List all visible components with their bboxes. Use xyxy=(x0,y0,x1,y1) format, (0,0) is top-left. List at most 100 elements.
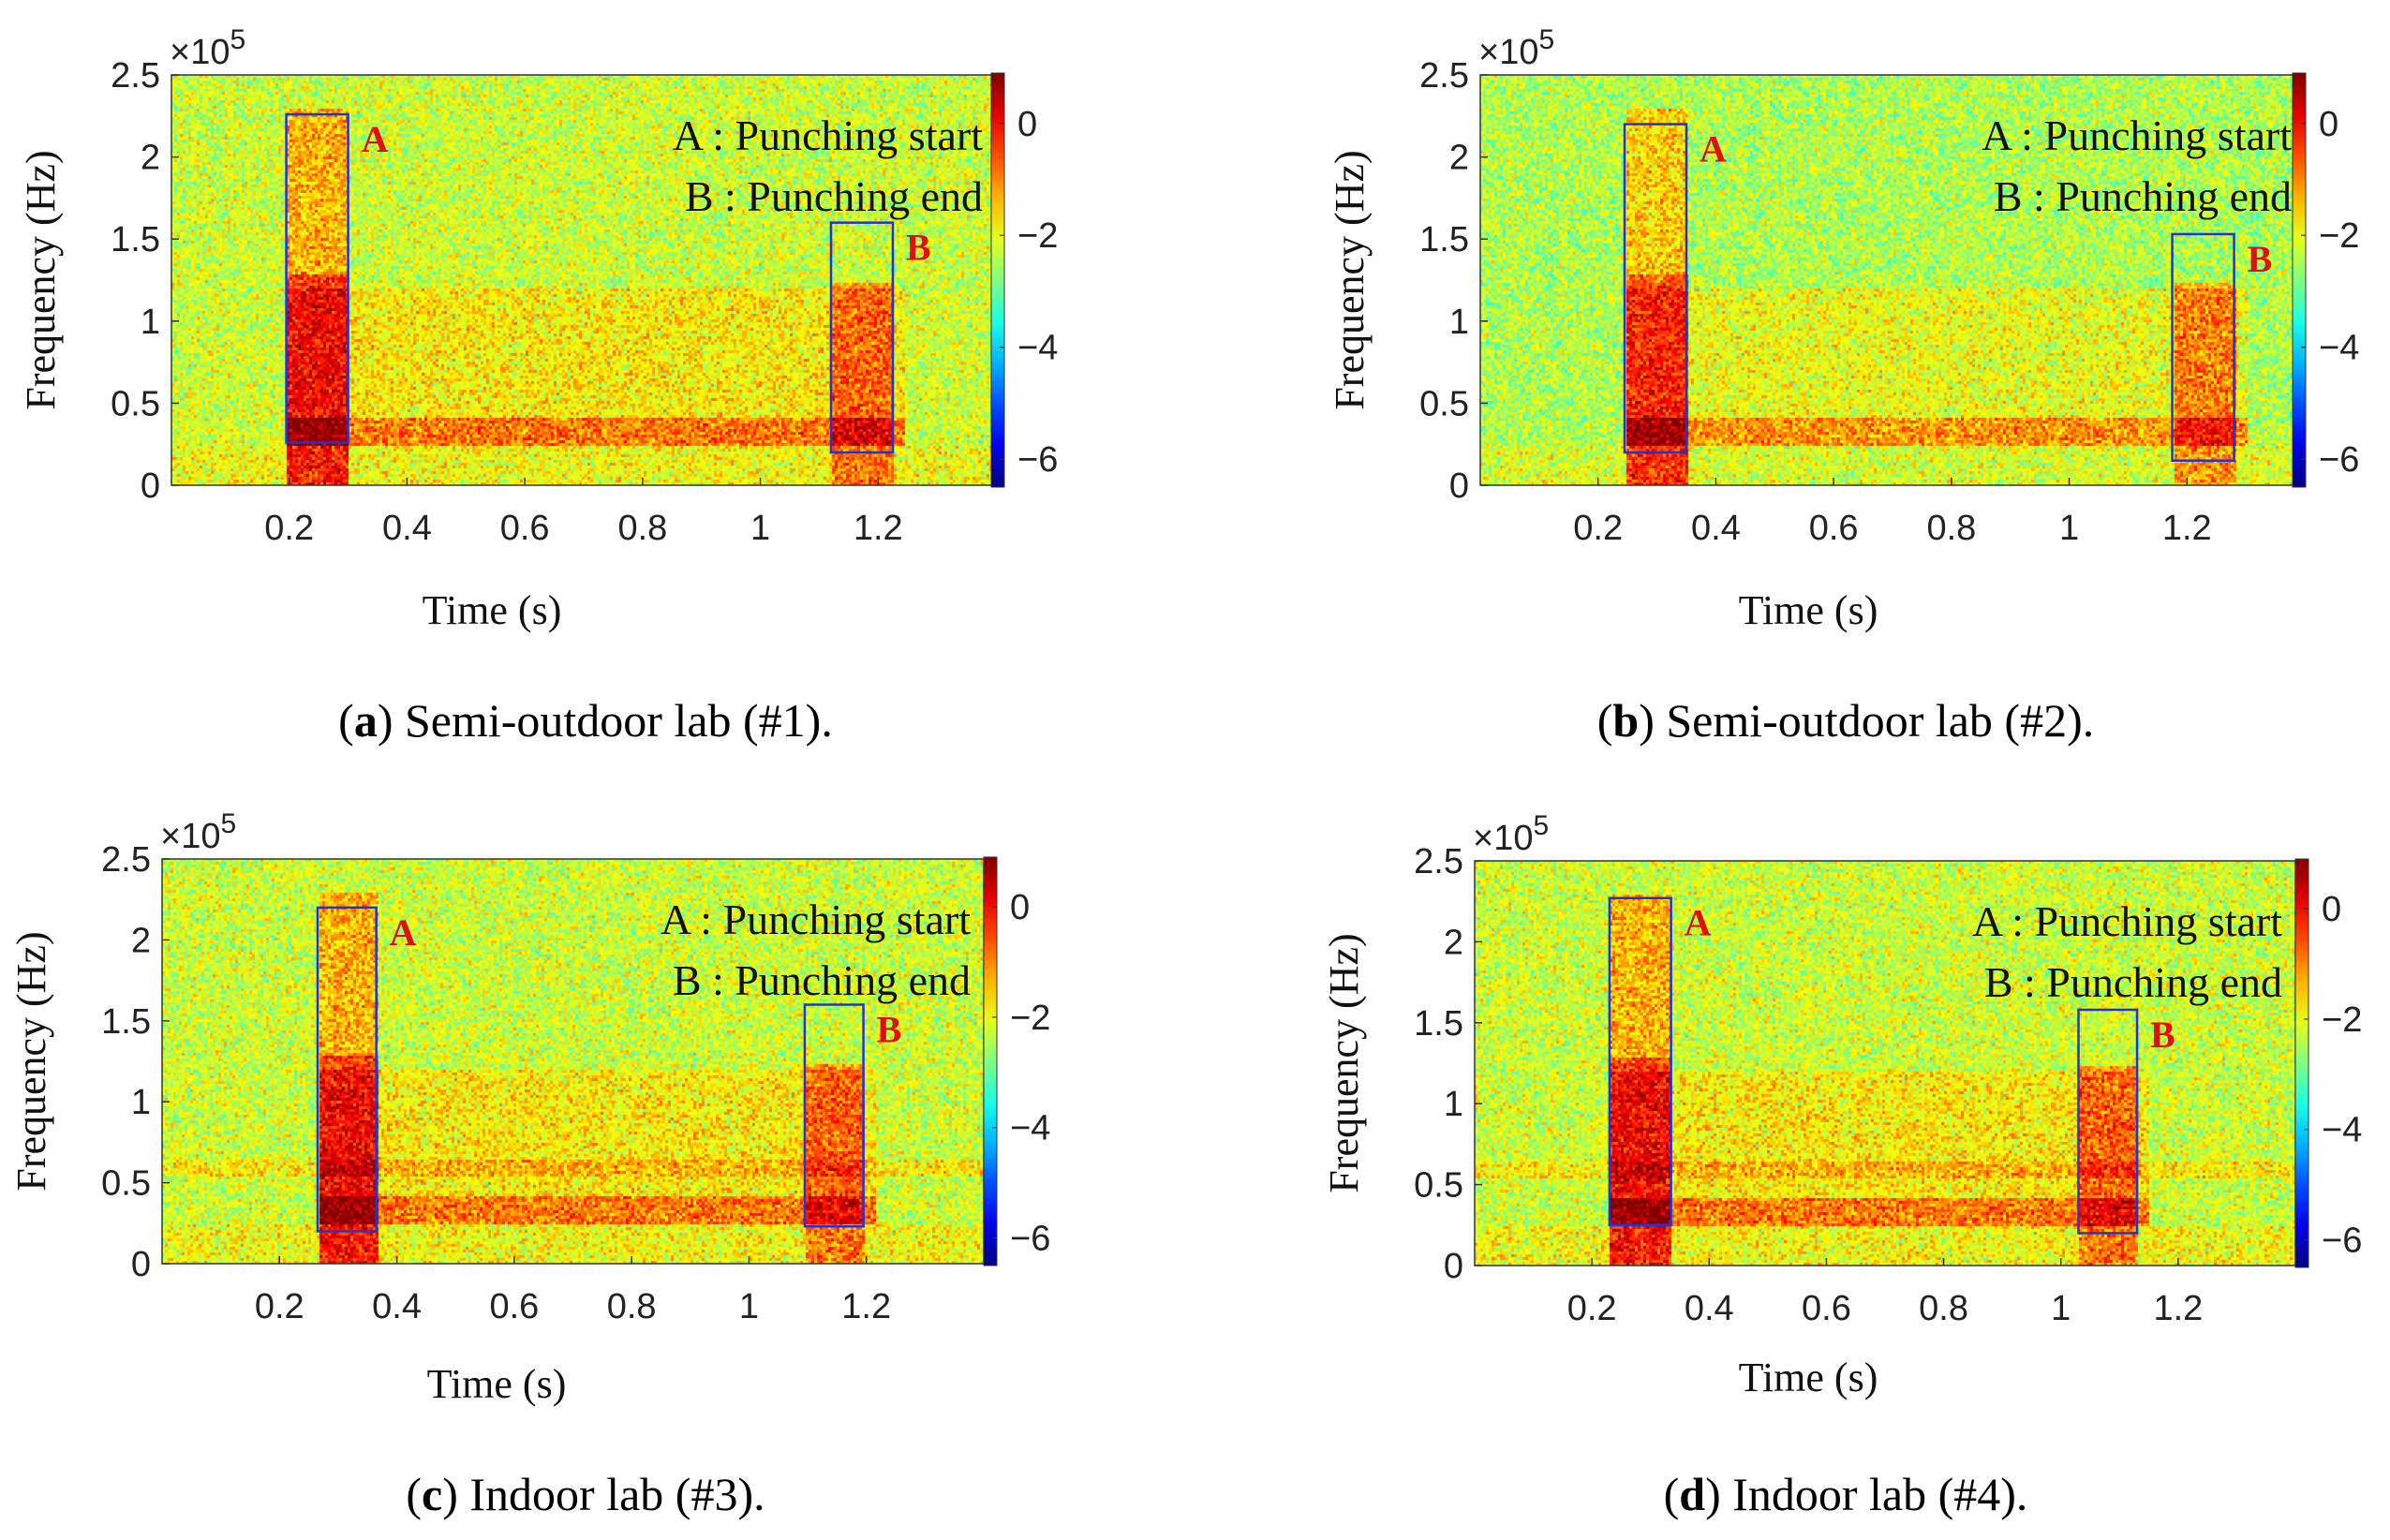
y-tick-label: 1.5 xyxy=(101,1002,151,1042)
colorbar-tick-label: 0 xyxy=(2322,890,2341,929)
y-tick-label: 0.5 xyxy=(111,384,160,423)
x-tick-label: 1 xyxy=(2051,1289,2071,1328)
legend-entry: B : Punching end xyxy=(1984,958,2282,1006)
y-tick-label: 1 xyxy=(1444,1085,1463,1124)
y-tick-label: 1.5 xyxy=(111,220,160,259)
x-tick-label: 0.2 xyxy=(264,509,314,548)
y-tick-label: 2 xyxy=(1444,923,1463,962)
y-tick-label: 2.5 xyxy=(101,840,151,880)
caption-text-b: Semi-outdoor lab (#2). xyxy=(1666,694,2095,747)
colorbar xyxy=(2294,858,2309,1268)
y-tick-label: 2 xyxy=(1449,139,1469,178)
x-axis-label: Time (s) xyxy=(1739,1355,1878,1400)
y-tick-label: 1 xyxy=(141,303,160,342)
x-tick-label: 0.6 xyxy=(500,509,550,548)
y-tick-label: 0 xyxy=(1449,466,1469,506)
region-label-b: B xyxy=(877,1009,902,1051)
x-tick-label: 0.4 xyxy=(372,1287,422,1326)
colorbar-tick-label: −6 xyxy=(2322,1222,2362,1261)
y-exponent-label: ×105 xyxy=(1478,24,1554,72)
colorbar-tick-label: −4 xyxy=(2319,329,2359,368)
y-exponent-label: ×105 xyxy=(160,808,236,856)
y-tick-label: 1.5 xyxy=(1414,1004,1463,1044)
region-box-a xyxy=(285,112,349,444)
y-tick-label: 2 xyxy=(141,139,160,178)
spectrogram-image xyxy=(1480,75,2305,485)
spectrogram-image xyxy=(1475,861,2295,1266)
x-tick-label: 0.8 xyxy=(607,1287,657,1326)
colorbar-tick-label: −6 xyxy=(2319,440,2359,480)
colorbar xyxy=(2292,72,2307,488)
legend-entry: A : Punching start xyxy=(1972,897,2282,945)
caption-letter-d: d xyxy=(1679,1468,1706,1520)
x-tick-label: 1.2 xyxy=(841,1287,891,1326)
y-exponent-label: ×105 xyxy=(170,24,245,72)
x-tick-label: 0.8 xyxy=(1926,509,1976,548)
caption-letter-a: a xyxy=(353,694,378,747)
region-label-a: A xyxy=(1685,902,1712,944)
x-tick-label: 1.2 xyxy=(2153,1289,2203,1328)
y-tick-label: 2.5 xyxy=(111,56,160,96)
caption-text-a: Semi-outdoor lab (#1). xyxy=(404,694,833,747)
y-axis-label: Frequency (Hz) xyxy=(8,931,54,1191)
region-box-a xyxy=(1608,896,1672,1227)
region-box-a xyxy=(316,906,378,1233)
x-tick-label: 0.8 xyxy=(1919,1289,1968,1328)
y-axis-label: Frequency (Hz) xyxy=(1327,150,1373,409)
region-box-b xyxy=(803,1003,865,1228)
legend-entry: A : Punching start xyxy=(1982,111,2292,159)
x-tick-label: 0.6 xyxy=(1809,509,1859,548)
legend-entry: A : Punching start xyxy=(661,896,971,943)
x-tick-label: 0.4 xyxy=(1691,509,1741,548)
colorbar-tick-label: −2 xyxy=(1010,999,1050,1038)
caption-text-c: Indoor lab (#3). xyxy=(469,1468,765,1520)
legend-entry: B : Punching end xyxy=(673,956,971,1004)
colorbar-tick-label: −2 xyxy=(2319,216,2359,256)
y-tick-label: 2.5 xyxy=(1419,56,1469,96)
x-tick-label: 1.2 xyxy=(2162,509,2212,548)
legend-entry: A : Punching start xyxy=(673,111,983,159)
y-tick-label: 2.5 xyxy=(1414,842,1463,881)
legend-entry: B : Punching end xyxy=(685,172,983,220)
y-axis-label: Frequency (Hz) xyxy=(1321,933,1367,1192)
x-tick-label: 0.2 xyxy=(1567,1289,1617,1328)
y-tick-label: 0 xyxy=(1444,1247,1463,1286)
colorbar-tick-label: 0 xyxy=(1017,105,1037,144)
colorbar-tick-label: −4 xyxy=(1017,329,1058,368)
y-tick-label: 1 xyxy=(131,1083,151,1122)
colorbar-tick-label: 0 xyxy=(2319,105,2338,144)
y-tick-label: 1.5 xyxy=(1419,220,1469,259)
caption-letter-b: b xyxy=(1612,694,1640,747)
region-label-b: B xyxy=(2150,1014,2175,1056)
y-tick-label: 2 xyxy=(131,921,151,960)
colorbar-tick-label: −2 xyxy=(2322,1000,2362,1040)
x-tick-label: 0.6 xyxy=(489,1287,539,1326)
x-tick-label: 1 xyxy=(750,509,770,548)
x-tick-label: 0.2 xyxy=(255,1287,304,1326)
caption-c: (c) Indoor lab (#3). xyxy=(406,1468,765,1520)
spectrogram-panel-d: 0.2 0.4 0.6 0.8 1 1.2 0 0.5 1 1.5 2 2.5 ×105 Time (s)… xyxy=(1195,777,2384,1540)
region-label-a: A xyxy=(390,911,417,954)
x-tick-label: 0.2 xyxy=(1573,509,1623,548)
spectrogram-image xyxy=(162,859,984,1264)
colorbar-tick-label: −4 xyxy=(1010,1109,1050,1148)
colorbar xyxy=(983,856,998,1266)
legend-entry: B : Punching end xyxy=(1994,172,2292,220)
y-tick-label: 0 xyxy=(141,466,160,506)
region-box-b xyxy=(2077,1008,2139,1235)
region-label-a: A xyxy=(1700,128,1727,170)
x-axis-label: Time (s) xyxy=(1739,587,1878,633)
colorbar xyxy=(990,72,1005,488)
caption-text-d: Indoor lab (#4). xyxy=(1732,1468,2028,1520)
colorbar-tick-label: −2 xyxy=(1017,216,1058,256)
region-label-a: A xyxy=(362,118,389,160)
x-tick-label: 0.8 xyxy=(617,509,667,548)
y-tick-label: 0.5 xyxy=(101,1164,151,1204)
y-tick-label: 0.5 xyxy=(1419,384,1469,423)
colorbar-tick-label: −6 xyxy=(1017,440,1058,480)
spectrogram-panel-a: 0.2 0.4 0.6 0.8 1 1.2 0 0.5 1 1.5 2 2.5 ×105 Time (s)… xyxy=(0,0,1190,777)
region-label-b: B xyxy=(906,227,931,269)
